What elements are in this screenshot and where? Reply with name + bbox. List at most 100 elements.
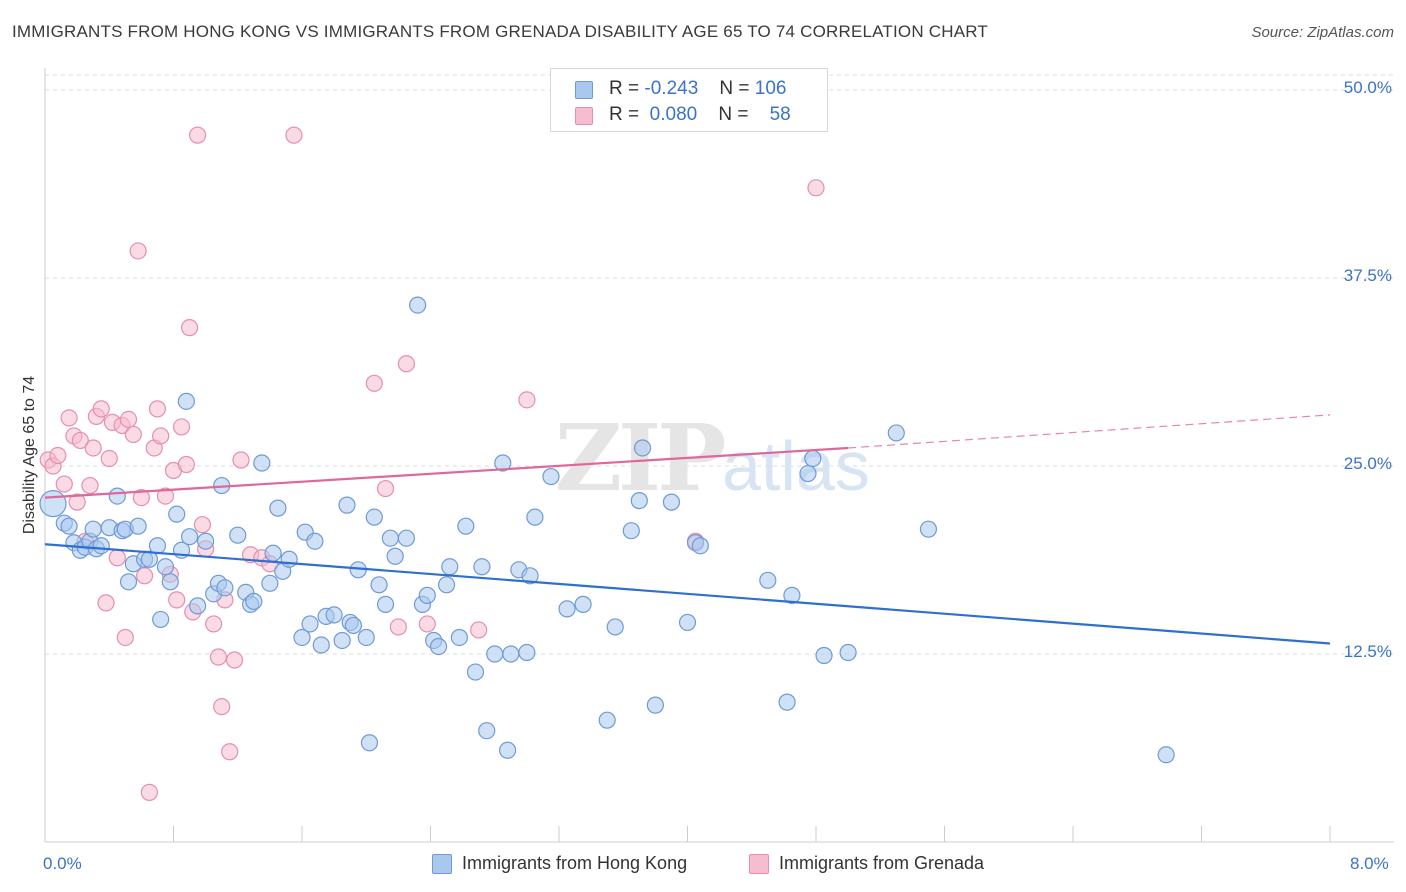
grenada-point bbox=[177, 455, 195, 474]
hong-kong-point bbox=[518, 643, 536, 662]
grenada-point bbox=[60, 409, 78, 427]
grenada-point bbox=[232, 451, 250, 469]
hong-kong-point bbox=[622, 522, 640, 540]
hong-kong-point bbox=[799, 464, 817, 483]
watermark-atlas: atlas bbox=[722, 427, 870, 505]
hong-kong-point bbox=[261, 574, 279, 592]
hong-kong-point bbox=[919, 520, 938, 538]
grenada-point bbox=[225, 651, 244, 669]
grenada-point bbox=[518, 391, 536, 409]
hong-kong-point bbox=[280, 550, 298, 568]
hong-kong-point bbox=[397, 529, 416, 547]
hong-kong-point bbox=[662, 493, 681, 511]
hong-kong-point bbox=[381, 529, 399, 547]
grenada-point bbox=[119, 410, 138, 428]
hong-kong-point bbox=[338, 496, 356, 514]
grenada-point bbox=[470, 621, 488, 639]
hong-kong-trend-line bbox=[44, 543, 1331, 645]
hong-kong-point bbox=[633, 439, 652, 457]
grenada-point bbox=[71, 431, 89, 450]
grenada-point bbox=[807, 179, 825, 197]
hong-kong-point bbox=[370, 576, 388, 594]
grenada-point bbox=[49, 446, 67, 465]
hong-kong-point bbox=[119, 573, 138, 591]
trend-lines bbox=[44, 414, 1331, 645]
hong-kong-point bbox=[473, 558, 491, 576]
hong-kong-point bbox=[161, 573, 179, 591]
hong-kong-point bbox=[152, 610, 170, 629]
hong-kong-point bbox=[839, 643, 857, 662]
hong-kong-point bbox=[269, 499, 287, 517]
grenada-point bbox=[55, 475, 73, 493]
hong-kong-point bbox=[494, 454, 512, 472]
hong-kong-point bbox=[409, 296, 427, 314]
grenada-points bbox=[39, 126, 825, 801]
grenada-point bbox=[389, 618, 407, 636]
hong-kong-point bbox=[526, 508, 544, 526]
hong-kong-point bbox=[418, 586, 436, 604]
hong-kong-point bbox=[39, 490, 67, 518]
hong-kong-point bbox=[325, 606, 343, 624]
hong-kong-point bbox=[168, 505, 186, 523]
hong-kong-point bbox=[177, 392, 195, 410]
watermark: ZIP atlas bbox=[555, 404, 870, 512]
grenada-point bbox=[84, 439, 102, 457]
hong-kong-point bbox=[293, 628, 311, 647]
hong-kong-point bbox=[312, 636, 330, 654]
hong-kong-points bbox=[39, 296, 1175, 764]
hong-kong-point bbox=[429, 637, 448, 656]
hong-kong-point bbox=[129, 517, 147, 535]
grenada-point bbox=[140, 783, 159, 801]
n-label: N = bbox=[718, 104, 749, 125]
hong-kong-point bbox=[84, 520, 102, 538]
hong-kong-point bbox=[365, 508, 383, 526]
hong-kong-point bbox=[253, 454, 271, 472]
hong-kong-point bbox=[60, 517, 78, 535]
x-tick-label-min: 0.0% bbox=[43, 854, 82, 873]
hong-kong-point bbox=[264, 544, 282, 562]
x-tick-label-max: 8.0% bbox=[1350, 854, 1389, 873]
hong-kong-point bbox=[188, 597, 207, 615]
grenada-point bbox=[81, 476, 99, 495]
grenada-trend-extension bbox=[848, 414, 1331, 449]
hong-kong-point bbox=[887, 424, 905, 442]
hong-kong-point bbox=[216, 579, 234, 597]
hong-kong-point bbox=[360, 734, 379, 752]
y-tick-label: 37.5% bbox=[1343, 266, 1392, 286]
hong-kong-point bbox=[457, 517, 475, 535]
y-tick-label: 25.0% bbox=[1343, 454, 1392, 474]
y-tick-label: 12.5% bbox=[1343, 642, 1392, 661]
grenada-point bbox=[148, 400, 167, 418]
hong-kong-point bbox=[441, 558, 459, 576]
hong-kong-point bbox=[333, 631, 351, 650]
hong-kong-point bbox=[502, 645, 520, 663]
grenada-point bbox=[205, 615, 223, 633]
hong-kong-point bbox=[108, 487, 126, 505]
hong-kong-point bbox=[1157, 746, 1175, 764]
hong-kong-point bbox=[691, 537, 709, 555]
grenada-point bbox=[172, 418, 191, 436]
hong-kong-point bbox=[521, 567, 539, 585]
hong-kong-point bbox=[245, 592, 263, 610]
grenada-point bbox=[108, 549, 126, 567]
grenada-point bbox=[132, 489, 150, 507]
grenada-point bbox=[116, 628, 134, 647]
grenada-point bbox=[129, 242, 147, 260]
hong-kong-point bbox=[229, 526, 247, 544]
hong-kong-point bbox=[376, 595, 395, 613]
series-legend: Immigrants from Hong Kong Immigrants fro… bbox=[0, 852, 1406, 878]
hong-kong-point bbox=[542, 467, 560, 486]
grenada-point bbox=[209, 648, 228, 666]
grenada-point bbox=[418, 615, 436, 633]
r-label: R = bbox=[609, 104, 640, 125]
hong-kong-point bbox=[759, 571, 777, 589]
correlation-legend: R = -0.243 N = 106 R = 0.080 N = 58 bbox=[550, 68, 828, 132]
grenada-trend-line bbox=[44, 446, 849, 499]
grenada-point bbox=[152, 427, 170, 445]
grenada-point bbox=[376, 479, 395, 498]
legend-label: Immigrants from Hong Kong bbox=[462, 853, 688, 873]
hong-kong-point bbox=[778, 693, 796, 711]
hong-kong-point bbox=[466, 663, 485, 681]
grenada-point bbox=[365, 374, 383, 392]
hong-kong-point bbox=[783, 586, 801, 604]
